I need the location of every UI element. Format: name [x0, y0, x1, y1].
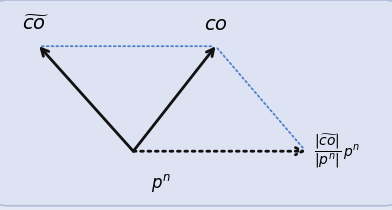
- FancyArrowPatch shape: [133, 49, 214, 151]
- FancyArrowPatch shape: [133, 148, 303, 155]
- FancyArrowPatch shape: [41, 49, 133, 151]
- Text: $\widetilde{co}$: $\widetilde{co}$: [22, 14, 49, 34]
- Text: $p^n$: $p^n$: [151, 172, 171, 194]
- Text: $co$: $co$: [204, 15, 227, 34]
- Text: $\dfrac{|\widetilde{co}|}{|p^n|}\,p^n$: $\dfrac{|\widetilde{co}|}{|p^n|}\,p^n$: [314, 132, 360, 170]
